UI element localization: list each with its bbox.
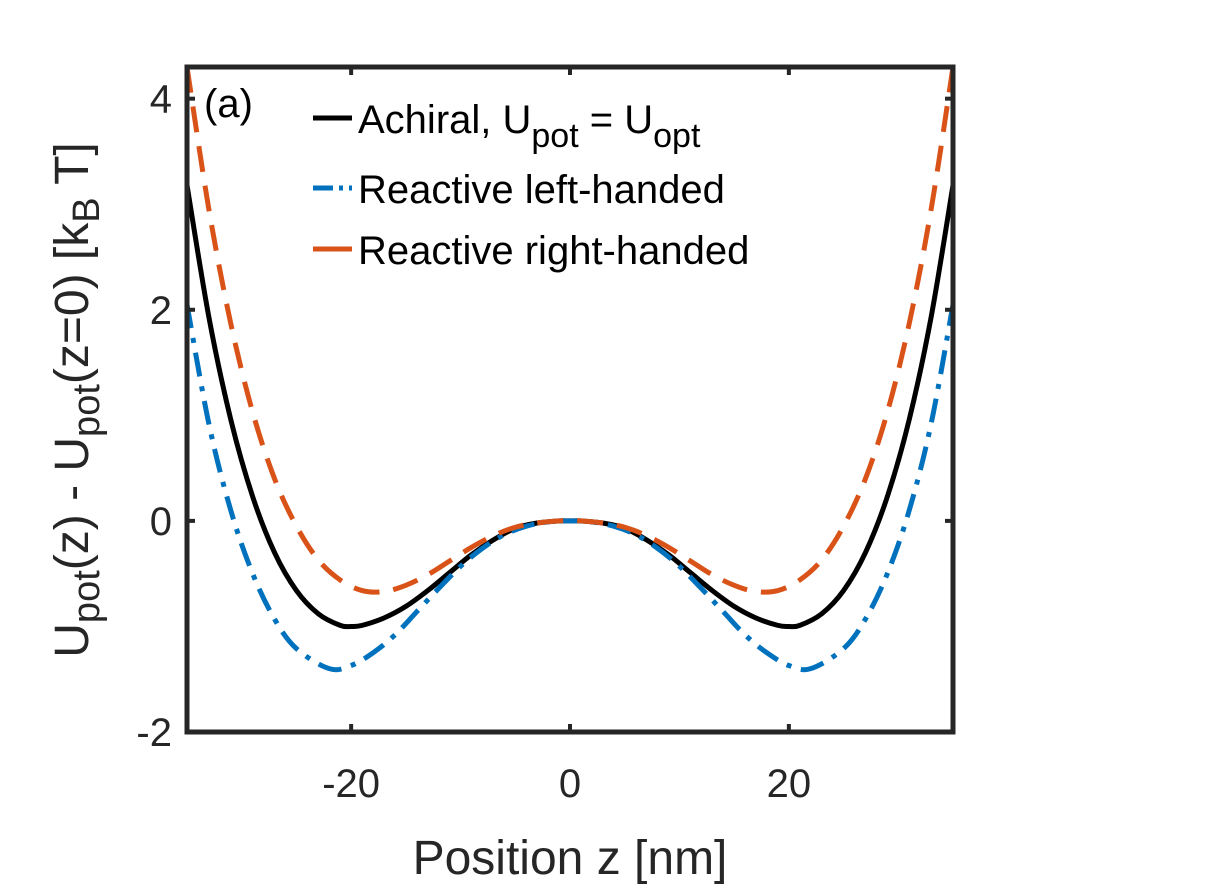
legend-subscript: pot [531,117,579,155]
panel-label: (a) [204,82,253,126]
legend-text-part: Reactive left-handed [358,168,725,212]
series-line-1 [187,304,953,673]
y-axis-title-part: (z=0) [k [46,222,99,384]
y-axis-title-subscript: B [66,197,108,222]
legend-text-part: Reactive right-handed [358,229,749,273]
legend-label-1: Reactive left-handed [358,168,725,212]
y-axis-title-subscript: pot [66,570,108,623]
x-tick-label: 20 [767,762,812,806]
y-tick-label: -2 [136,711,172,755]
x-tick-label: -20 [322,762,380,806]
legend-text-part: = U [579,98,653,142]
y-axis-title-part: (z) - U [46,437,99,570]
x-axis-title: Position z [nm] [413,832,728,885]
series-layer [187,67,953,673]
legend-label-2: Reactive right-handed [358,229,749,273]
legend-label-0: Achiral, Upot = Uopt [358,98,701,155]
y-tick-label: 2 [150,289,172,333]
series-line-2 [187,67,953,595]
legend-subscript: opt [653,117,701,155]
y-axis-title: Upot(z) - Upot(z=0) [kB T] [46,142,108,657]
axes-box [184,64,956,735]
y-axis-title-part: T] [46,142,99,197]
x-tick-label: 0 [559,762,581,806]
y-tick-label: 0 [150,500,172,544]
y-axis-title-subscript: pot [66,384,108,437]
y-tick-label: 4 [150,78,172,122]
y-axis-title-part: U [46,623,99,658]
legend-text-part: Achiral, U [358,98,531,142]
axes-layer [184,64,956,735]
